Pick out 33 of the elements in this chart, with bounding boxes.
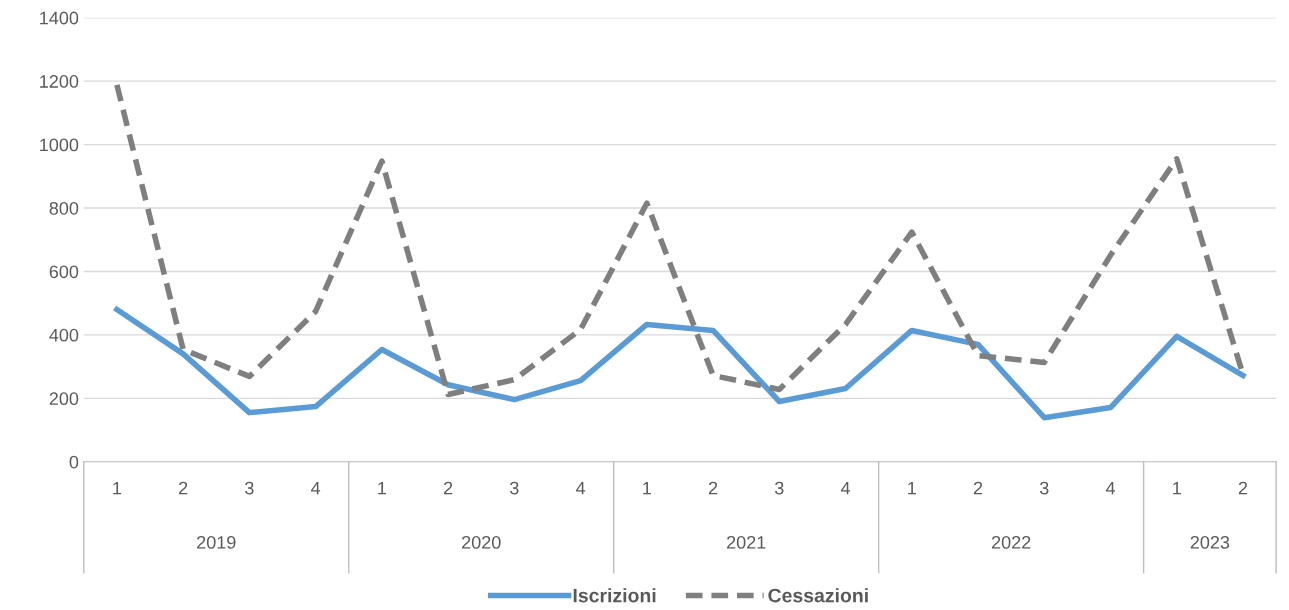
y-tick-label: 400: [49, 328, 79, 342]
x-tick-label: 2: [708, 481, 718, 495]
legend-label: Cessazioni: [768, 588, 868, 603]
legend-label: Iscrizioni: [573, 588, 656, 603]
x-tick-label: 3: [774, 481, 784, 495]
x-tick-label: 1: [643, 481, 651, 495]
x-tick-label: 3: [245, 481, 254, 495]
text: 2020: [462, 535, 501, 549]
x-tick-label: 1: [908, 481, 916, 495]
y-tick-label: 600: [49, 265, 79, 279]
x-tick-label: 4: [575, 481, 586, 495]
text: 2021: [727, 535, 766, 549]
text: 2023: [1190, 535, 1230, 549]
x-tick-label: 3: [510, 481, 519, 495]
y-tick-label: 200: [49, 392, 79, 406]
x-tick-label: 4: [840, 481, 851, 495]
text: 2019: [197, 535, 236, 549]
x-tick-label: 2: [179, 481, 188, 495]
x-tick-label: 4: [311, 481, 321, 495]
y-tick-label: 1000: [40, 138, 79, 152]
x-tick-label: 4: [1105, 481, 1115, 495]
y-tick-label: 0: [69, 455, 79, 469]
x-tick-label: 1: [113, 481, 122, 495]
x-tick-label: 1: [1173, 481, 1181, 495]
x-tick-label: 2: [973, 481, 983, 495]
x-tick-label: 2: [1238, 481, 1248, 495]
x-tick-label: 1: [378, 481, 387, 495]
x-tick-label: 2: [443, 481, 453, 495]
x-tick-label: 3: [1039, 481, 1049, 495]
text: 2022: [991, 535, 1031, 549]
y-tick-label: 800: [49, 201, 79, 215]
y-tick-label: 1400: [40, 11, 79, 25]
y-tick-label: 1200: [40, 75, 79, 88]
